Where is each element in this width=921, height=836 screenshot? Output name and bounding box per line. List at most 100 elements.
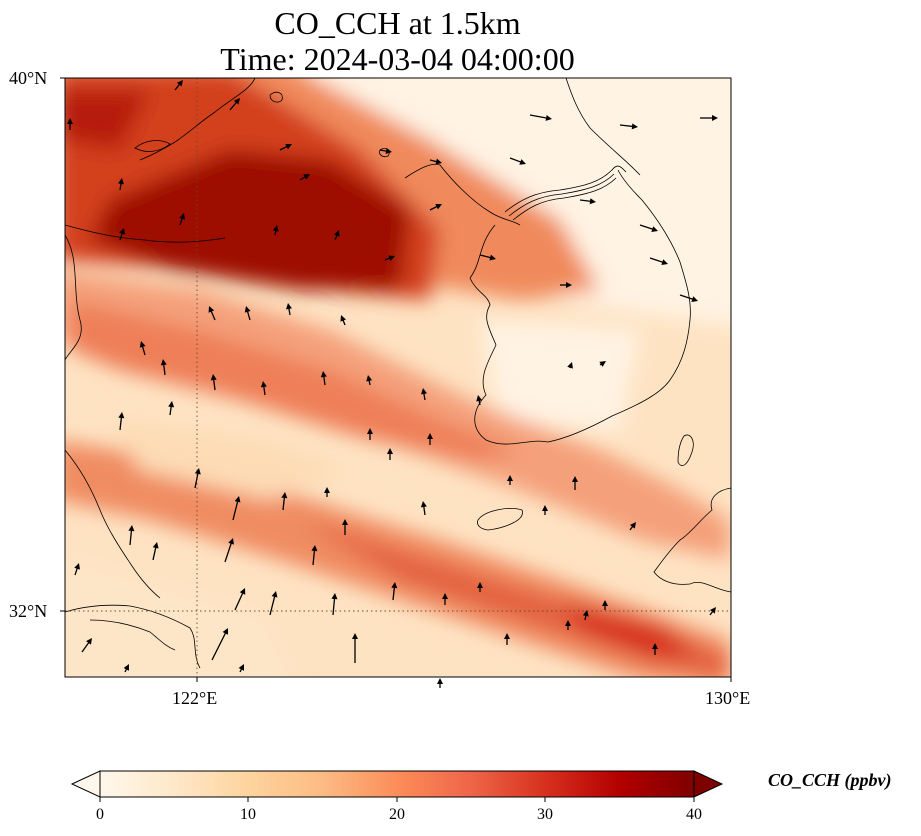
lat-label-32n: 32°N [9, 601, 48, 621]
wind-arrow-head [285, 144, 292, 150]
wind-arrow-head [712, 115, 718, 121]
wind-arrow-head [139, 341, 146, 348]
wind-arrow-head [311, 545, 318, 552]
colorbar [70, 770, 724, 802]
wind-arrow-head [391, 582, 398, 589]
colorbar-tick-10: 10 [240, 806, 256, 823]
wind-arrow-head [286, 303, 292, 310]
wind-arrow-head [651, 226, 658, 232]
wind-arrow-head [244, 306, 251, 313]
colorbar-tick-30: 30 [537, 806, 553, 823]
wind-arrow-head [602, 600, 608, 606]
colorbar-extend-max [693, 770, 724, 798]
wind-arrow-head [652, 643, 658, 649]
wind-arrow-head [324, 487, 330, 493]
wind-arrow-head [119, 228, 125, 235]
wind-arrow-head [342, 519, 348, 525]
title-line-2: Time: 2024-03-04 04:00:00 [220, 41, 575, 77]
wind-arrow-head [152, 542, 159, 549]
coastlines [65, 78, 731, 669]
wind-arrow-head [74, 563, 80, 570]
colorbar-tick-marks [99, 797, 695, 802]
wind-arrow-head [567, 362, 573, 369]
colorbar-tick-40: 40 [686, 806, 702, 823]
wind-arrow-head [566, 282, 572, 288]
wind-arrow-head [233, 98, 240, 105]
wind-arrow-head [320, 371, 327, 378]
lon-label-122e: 122°E [172, 688, 218, 708]
wind-arrow-head [352, 633, 358, 639]
wind-arrow-shaft [332, 595, 336, 616]
lon-label-130e: 130°E [705, 688, 751, 708]
wind-arrow-head [387, 448, 393, 454]
colorbar-body [99, 770, 695, 798]
wind-arrow-head [442, 593, 448, 599]
wind-arrow-head [630, 522, 636, 529]
wind-arrow-head [239, 588, 246, 595]
wind-arrow-head [67, 118, 73, 124]
wind-arrow-head [427, 433, 433, 439]
wind-arrow-head [435, 158, 442, 165]
wind-arrow-head [691, 296, 698, 302]
axis-ticks [60, 77, 732, 682]
wind-arrow-head [260, 381, 267, 388]
wind-arrow-head [542, 505, 548, 511]
wind-arrow-head [476, 395, 483, 402]
wind-arrow-head [519, 159, 526, 165]
wind-arrow-head [340, 315, 347, 322]
wind-arrow-head [281, 492, 288, 499]
wind-arrow-head [489, 254, 496, 261]
lat-label-40n: 40°N [9, 68, 48, 88]
wind-arrow-head [271, 591, 278, 598]
wind-arrow-head [367, 428, 373, 434]
wind-arrow-head [572, 476, 578, 482]
title-line-1: CO_CCH at 1.5km [274, 5, 521, 41]
wind-arrow-head [582, 610, 589, 617]
wind-arrow-head [176, 80, 183, 87]
wind-arrow-head [437, 678, 443, 684]
wind-arrow-head [565, 620, 571, 626]
wind-arrow-head [208, 306, 215, 313]
wind-arrow-head [631, 123, 638, 130]
colorbar-tick-0: 0 [96, 806, 104, 823]
wind-arrow-head [661, 259, 668, 265]
wind-arrow-head [477, 582, 483, 588]
wind-arrow-shaft [224, 540, 233, 563]
wind-arrow-head [222, 628, 228, 635]
wind-arrow-head [118, 412, 125, 419]
wind-arrow-head [388, 255, 395, 262]
wind-arrow-head [234, 496, 241, 503]
wind-arrow-shaft [269, 593, 276, 616]
wind-arrow-head [366, 375, 373, 382]
wind-arrow-head [123, 664, 129, 671]
wind-arrow-shaft [529, 114, 550, 120]
wind-arrow-head [331, 593, 338, 600]
wind-arrow-head [589, 198, 596, 205]
wind-arrow-head [194, 468, 201, 475]
map-frame [64, 77, 732, 678]
wind-arrow-head [599, 361, 606, 367]
wind-arrow-head [710, 607, 716, 614]
colorbar-label: CO_CCH (ppbv) [768, 770, 892, 790]
wind-arrow-head [333, 230, 340, 237]
wind-arrow-head [303, 174, 310, 180]
wind-arrow-head [168, 401, 175, 408]
wind-arrow-head [179, 213, 185, 220]
wind-arrow-head [118, 178, 124, 185]
wind-arrow-head [228, 538, 234, 545]
wind-arrow-head [385, 148, 392, 154]
wind-arrow-head [420, 501, 427, 508]
wind-arrow-head [507, 475, 513, 481]
colorbar-tick-20: 20 [389, 806, 405, 823]
wind-arrow-head [272, 225, 279, 232]
wind-arrow-head [545, 114, 552, 121]
gridlines [65, 78, 731, 677]
concentration-field [65, 78, 731, 677]
wind-arrow-head [435, 204, 442, 210]
wind-arrow-shaft [211, 630, 228, 661]
wind-arrow-head [238, 664, 244, 671]
wind-arrow-head [421, 388, 427, 395]
wind-arrow-head [160, 359, 167, 366]
wind-arrow-head [86, 638, 92, 645]
